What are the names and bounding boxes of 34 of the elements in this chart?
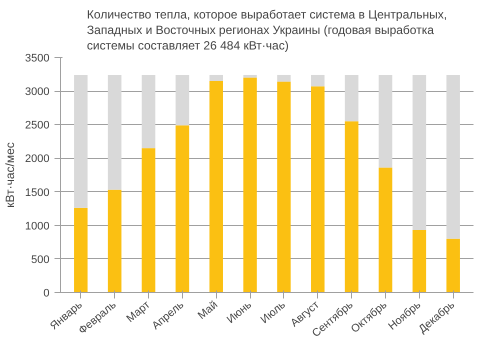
y-tick-label: 1000	[25, 220, 50, 232]
bar	[243, 74, 257, 78]
bar	[209, 81, 223, 292]
y-tick-label: 3000	[25, 86, 50, 98]
y-tick-label: 500	[31, 254, 50, 266]
bar	[446, 238, 460, 292]
y-axis-title: кВт·час/мес	[3, 142, 18, 208]
bar	[74, 208, 88, 292]
bar	[412, 230, 426, 292]
bar	[378, 168, 392, 292]
y-tick-label: 3500	[25, 52, 50, 64]
bar	[142, 74, 156, 148]
bar	[142, 148, 156, 292]
bar	[378, 74, 392, 168]
bar	[209, 74, 223, 81]
y-tick-label: 2500	[25, 120, 50, 132]
bar	[74, 74, 88, 208]
y-tick-label: 0	[43, 288, 50, 300]
bar	[176, 74, 190, 126]
bar	[311, 74, 325, 86]
bar	[344, 121, 358, 292]
bar	[344, 74, 358, 122]
bar	[412, 74, 426, 230]
bar	[277, 82, 291, 292]
chart-title: Количество тепла, которое выработает система в Центральных, Западных и Восточных регионах Украины (годовая выработка системы составляет 26 484 кВт·час)	[86, 8, 448, 52]
bar	[243, 78, 257, 292]
bar	[108, 190, 122, 292]
bar	[176, 125, 190, 292]
bar	[108, 74, 122, 190]
bar	[446, 74, 460, 239]
bar	[277, 74, 291, 82]
y-tick-label: 2000	[25, 153, 50, 166]
y-tick-label: 1500	[25, 186, 50, 199]
bar	[311, 86, 325, 292]
